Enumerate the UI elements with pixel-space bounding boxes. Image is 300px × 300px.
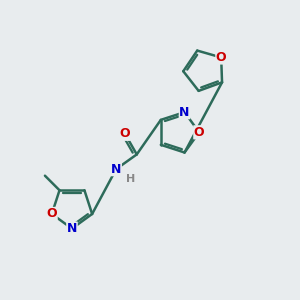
Text: H: H bbox=[126, 174, 136, 184]
Text: N: N bbox=[111, 163, 121, 176]
Text: O: O bbox=[46, 208, 57, 220]
Text: O: O bbox=[216, 51, 226, 64]
Text: N: N bbox=[67, 222, 77, 235]
Text: O: O bbox=[194, 126, 205, 139]
Text: O: O bbox=[120, 127, 130, 140]
Text: N: N bbox=[179, 106, 190, 119]
